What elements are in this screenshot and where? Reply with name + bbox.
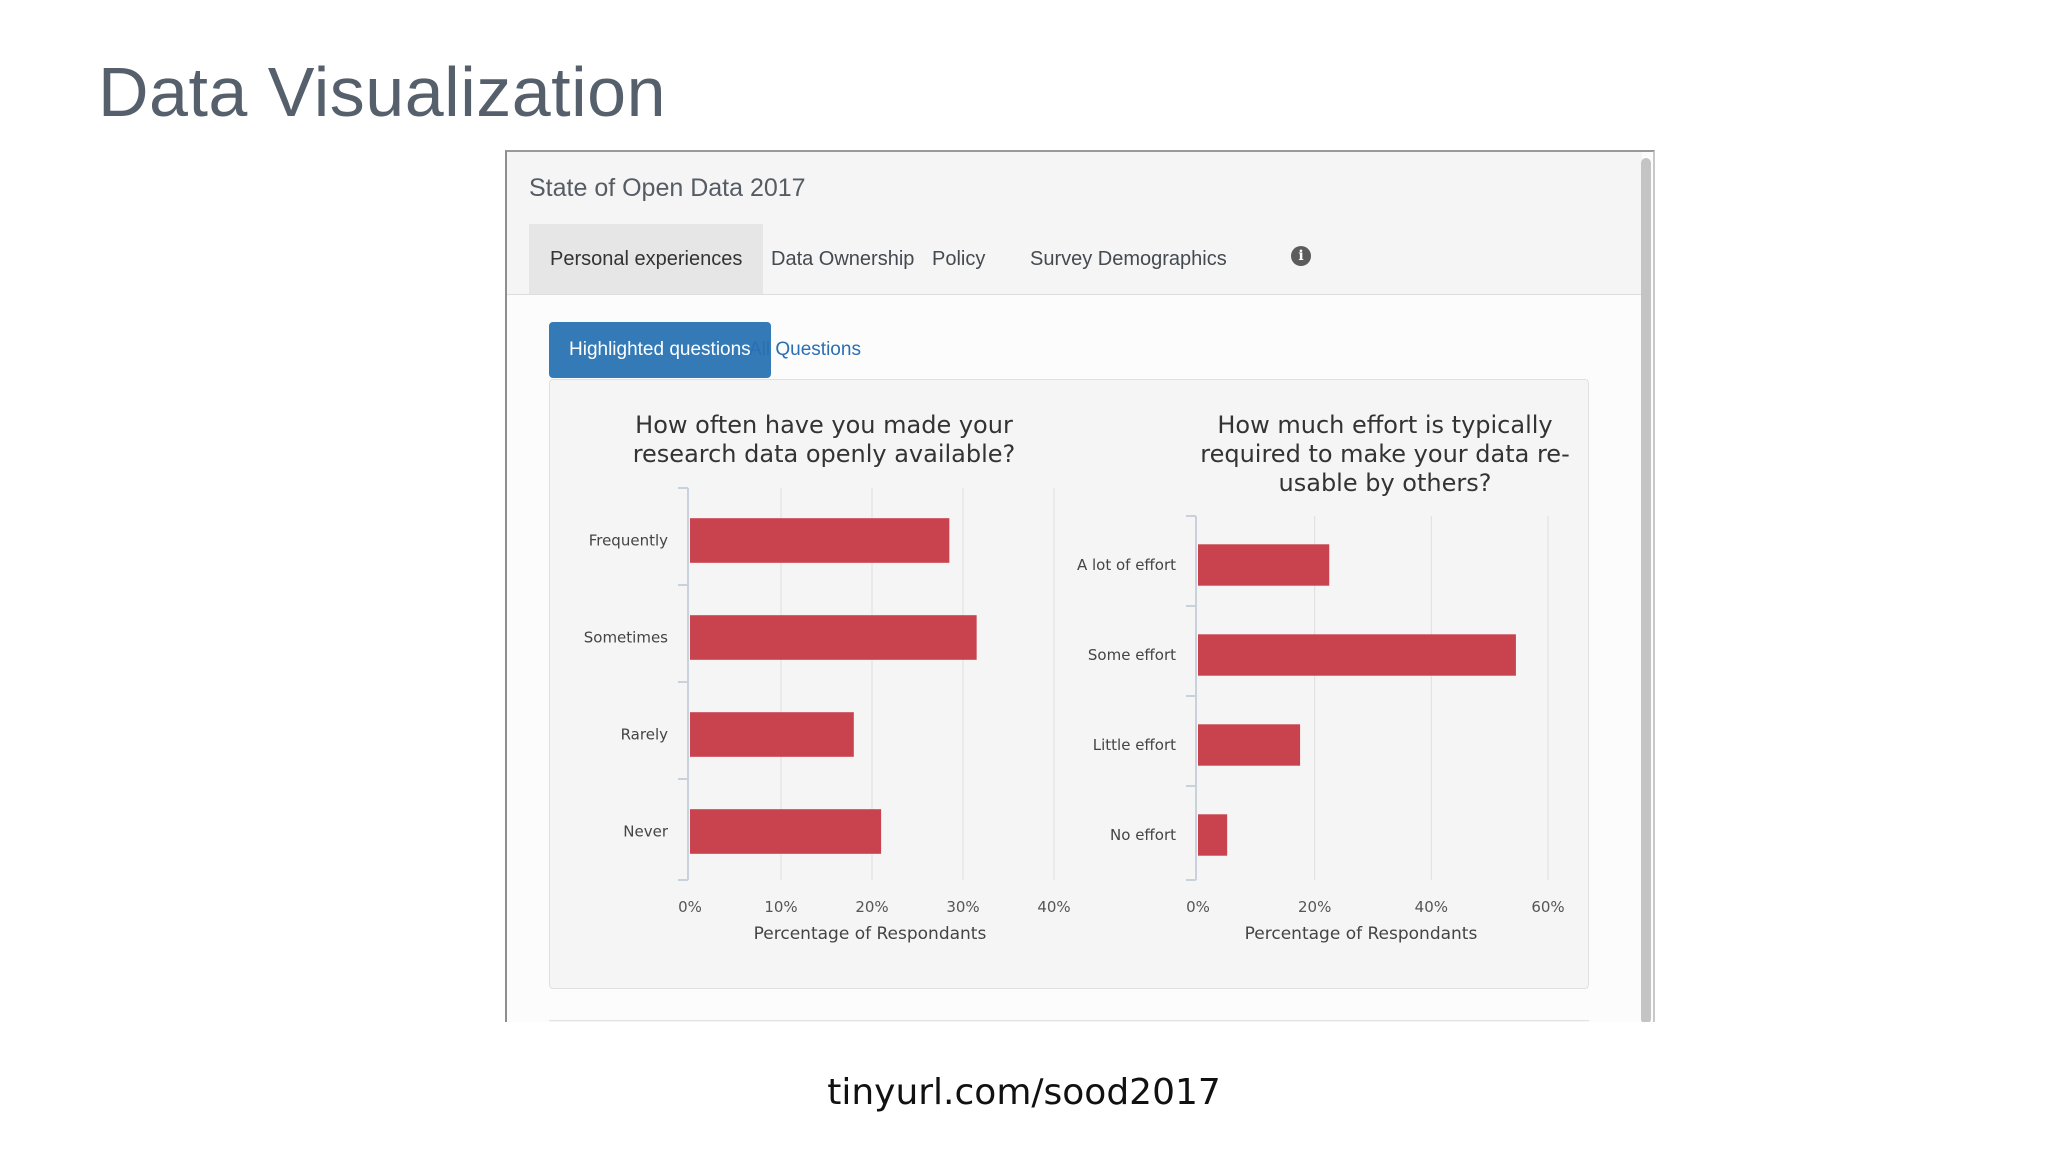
x-tick-label: 0% <box>678 898 702 916</box>
x-tick-label: 20% <box>855 898 888 916</box>
tab-survey-demographics[interactable]: Survey Demographics <box>1030 248 1227 270</box>
bar <box>690 712 854 757</box>
info-circle-icon[interactable]: i <box>1291 246 1311 266</box>
x-axis-title: Percentage of Respondants <box>754 924 987 944</box>
x-axis-title: Percentage of Respondants <box>1245 924 1478 944</box>
bar <box>1198 814 1228 856</box>
chart-title-line: research data openly available? <box>633 440 1016 468</box>
footer-url: tinyurl.com/sood2017 <box>827 1072 1221 1113</box>
category-label: Never <box>623 823 669 841</box>
category-label: No effort <box>1110 826 1176 844</box>
slide-title: Data Visualization <box>98 53 667 131</box>
bar <box>1198 544 1330 586</box>
category-label: Rarely <box>621 726 669 744</box>
next-panel-edge <box>549 1020 1589 1022</box>
category-label: Little effort <box>1093 736 1176 754</box>
scrollbar[interactable] <box>1641 158 1651 1022</box>
category-label: Sometimes <box>584 629 668 647</box>
x-tick-label: 40% <box>1415 898 1448 916</box>
tab-personal-experiences[interactable]: Personal experiences <box>529 224 764 294</box>
chart-title-line: required to make your data re- <box>1200 440 1569 468</box>
x-tick-label: 30% <box>946 898 979 916</box>
x-tick-label: 0% <box>1186 898 1210 916</box>
x-tick-label: 40% <box>1037 898 1070 916</box>
chart-title-line: usable by others? <box>1279 469 1492 497</box>
x-tick-label: 20% <box>1298 898 1331 916</box>
category-label: Frequently <box>589 532 668 550</box>
app-header: State of Open Data 2017 Personal experie… <box>507 152 1642 295</box>
bar <box>1198 724 1301 766</box>
bar <box>690 615 977 660</box>
category-label: Some effort <box>1088 646 1176 664</box>
bar <box>1198 634 1516 676</box>
tab-data-ownership[interactable]: Data Ownership <box>771 248 915 270</box>
chart-title-line: How much effort is typically <box>1217 411 1552 439</box>
x-tick-label: 10% <box>764 898 797 916</box>
category-label: A lot of effort <box>1077 556 1176 574</box>
highlighted-questions-button[interactable]: Highlighted questions <box>549 322 771 378</box>
tab-policy[interactable]: Policy <box>932 248 986 270</box>
bar <box>690 809 882 854</box>
embedded-app-screenshot: State of Open Data 2017 Personal experie… <box>505 150 1655 1022</box>
chart-title-line: How often have you made your <box>635 411 1013 439</box>
bar <box>690 518 950 563</box>
app-title: State of Open Data 2017 <box>529 174 806 202</box>
chart-panel: How often have you made your research dat… <box>549 379 1589 989</box>
all-questions-link[interactable]: All Questions <box>749 339 861 360</box>
x-tick-label: 60% <box>1531 898 1564 916</box>
